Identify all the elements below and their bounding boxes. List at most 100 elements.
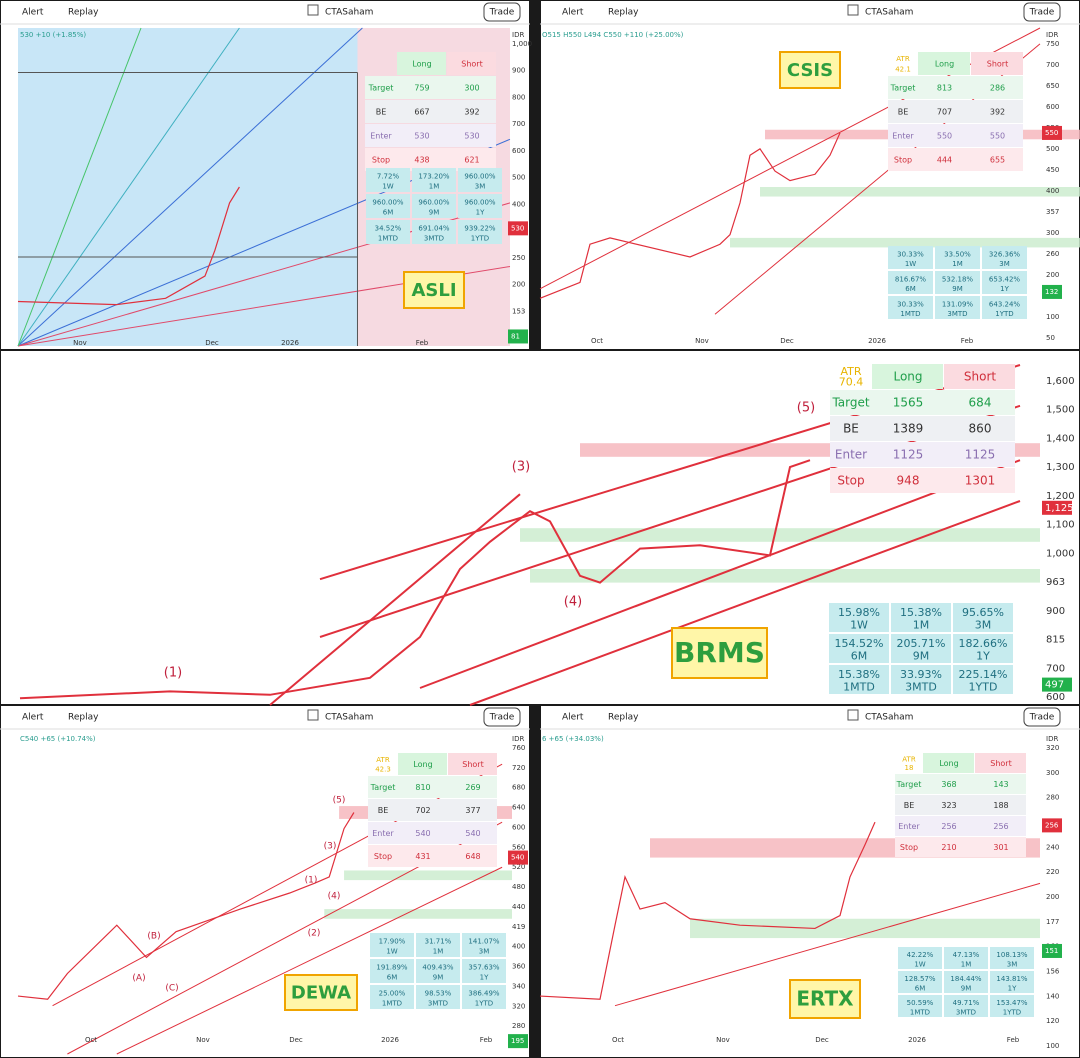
price-axis-label: 900 (1046, 606, 1065, 617)
price-axis-label: 720 (512, 764, 525, 772)
price-axis-label: 50 (1046, 334, 1055, 342)
table-header: Long (413, 760, 432, 769)
price-axis-label: 640 (512, 804, 525, 812)
perf-period: 1M (429, 183, 440, 191)
perf-cell (990, 947, 1034, 969)
atr-label: ATR (376, 756, 390, 764)
table-row (830, 390, 1015, 415)
table-row (830, 416, 1015, 441)
trend-line (17, 27, 363, 347)
price-tag-label: 195 (511, 1037, 524, 1045)
perf-cell (953, 634, 1013, 663)
perf-period: 1W (386, 948, 397, 956)
atr-label: ATR (896, 55, 910, 63)
chart-panel: Alert Replay CTASaham Trade 6 +65 (+34.03%) I… (539, 706, 1080, 1057)
toolbar-replay[interactable]: Replay (608, 713, 639, 723)
long-value: 210 (941, 843, 956, 852)
perf-cell (888, 246, 933, 269)
row-label: Target (370, 783, 396, 792)
price-axis-label: 200 (1046, 271, 1059, 279)
trade-button[interactable] (1023, 707, 1061, 727)
toolbar-symbol[interactable]: CTASaham (325, 8, 373, 18)
price-axis-label: 250 (512, 254, 525, 262)
time-axis-label: Oct (591, 337, 603, 345)
price-axis-label: 320 (512, 1002, 525, 1010)
trade-button-label[interactable]: Trade (489, 713, 515, 723)
perf-period: 3MTD (428, 1000, 448, 1008)
toolbar-symbol[interactable]: CTASaham (865, 713, 913, 723)
toolbar-alert[interactable]: Alert (22, 713, 44, 723)
perf-value: 128.57% (904, 975, 935, 983)
perf-value: 191.89% (376, 964, 407, 972)
price-axis-label: 1,500 (1046, 405, 1075, 416)
perf-period: 3M (475, 183, 486, 191)
toolbar-alert[interactable]: Alert (22, 8, 44, 18)
perf-value: 960.00% (418, 199, 449, 207)
price-tag (1042, 125, 1062, 140)
time-axis-label: Feb (480, 1036, 493, 1044)
trade-button-label[interactable]: Trade (489, 8, 515, 18)
perf-value: 7.72% (377, 173, 400, 181)
price-axis-label: 500 (1046, 145, 1059, 153)
perf-value: 47.13% (953, 951, 980, 959)
price-axis-label: 400 (512, 200, 525, 208)
short-value: 300 (464, 84, 479, 93)
price-axis-label: 1,000 (512, 40, 532, 48)
price-tag (1042, 284, 1062, 299)
price-axis-label: 177 (1046, 918, 1059, 926)
perf-value: 154.52% (835, 637, 884, 650)
perf-cell (935, 271, 980, 294)
perf-value: 49.71% (953, 999, 980, 1007)
toolbar-symbol[interactable]: CTASaham (865, 8, 913, 18)
perf-cell (982, 246, 1027, 269)
row-label: BE (904, 801, 915, 810)
symbol-box (847, 709, 859, 721)
long-value: 256 (941, 822, 956, 831)
long-value: 1565 (893, 396, 924, 410)
trend-line (419, 459, 1021, 689)
short-value: 301 (993, 843, 1008, 852)
price-tag (508, 329, 528, 344)
table-header-cell (918, 52, 970, 75)
toolbar-alert[interactable]: Alert (562, 8, 584, 18)
short-value: 655 (990, 156, 1005, 165)
table-row (365, 148, 496, 171)
trade-button[interactable] (1023, 2, 1061, 22)
price-tag-label: 256 (1045, 821, 1059, 829)
table-row (888, 76, 1023, 99)
trade-button[interactable] (483, 2, 521, 22)
perf-value: 182.66% (959, 637, 1008, 650)
toolbar-alert[interactable]: Alert (562, 713, 584, 723)
perf-period: 1Y (1008, 984, 1017, 992)
perf-period: 3M (999, 260, 1010, 268)
trade-button[interactable] (483, 707, 521, 727)
trade-button-label[interactable]: Trade (1029, 8, 1055, 18)
toolbar-replay[interactable]: Replay (68, 8, 99, 18)
table-header-cell (944, 364, 1015, 389)
plot-fill (18, 28, 358, 346)
price-tag (1042, 818, 1062, 833)
toolbar-symbol[interactable]: CTASaham (325, 713, 373, 723)
perf-cell (458, 194, 502, 218)
perf-period: 6M (383, 209, 394, 217)
perf-period: 9M (913, 649, 930, 662)
symbol-box (847, 4, 859, 16)
wave-label: (2) (308, 929, 321, 939)
price-axis-label: 480 (512, 883, 525, 891)
toolbar-replay[interactable]: Replay (608, 8, 639, 18)
perf-value: 532.18% (942, 275, 973, 283)
perf-cell (888, 296, 933, 319)
perf-value: 33.93% (900, 668, 942, 681)
table-row (365, 124, 496, 147)
price-axis-label: 240 (1046, 843, 1059, 851)
perf-value: 131.09% (942, 300, 973, 308)
trade-button-label[interactable]: Trade (1029, 713, 1055, 723)
table-row (888, 100, 1023, 123)
zone (690, 918, 1040, 939)
price-tag (508, 1034, 528, 1049)
toolbar-replay[interactable]: Replay (68, 713, 99, 723)
perf-cell (412, 194, 456, 218)
perf-cell (462, 933, 506, 957)
row-label: Stop (900, 843, 918, 852)
row-label: BE (898, 108, 909, 117)
